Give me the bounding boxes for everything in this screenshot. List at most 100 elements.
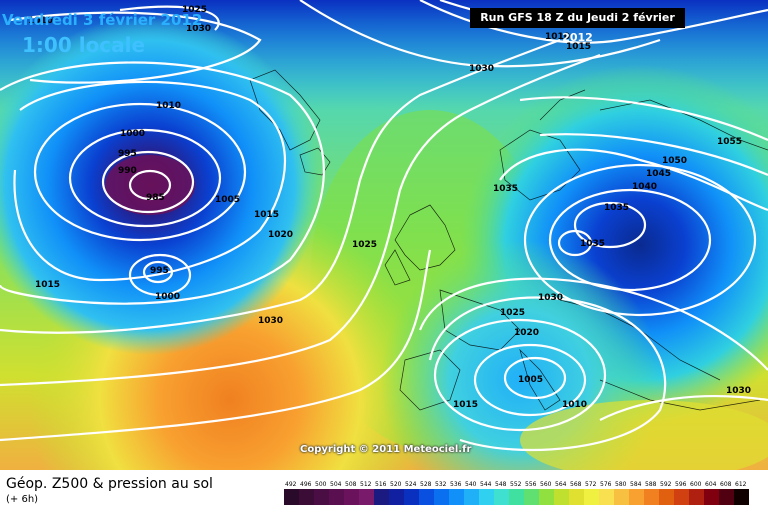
legend-label: 560 xyxy=(540,481,552,488)
legend-label: 576 xyxy=(600,481,612,488)
legend-swatch xyxy=(449,489,464,505)
legend-swatch xyxy=(584,489,599,505)
legend-swatch xyxy=(479,489,494,505)
isobar-label: 1020 xyxy=(268,230,293,240)
legend-swatch xyxy=(659,489,674,505)
legend-swatch xyxy=(599,489,614,505)
southeast-field xyxy=(520,400,768,470)
isobar-label: 1040 xyxy=(632,182,657,192)
legend-label: 572 xyxy=(585,481,597,488)
isobar-label: 1030 xyxy=(538,293,563,303)
isobar-label: 1035 xyxy=(493,184,518,194)
low-core xyxy=(105,155,195,215)
color-scale-legend: 492 496 500 504 508 512 516 520 524 528 532 536 540 5… xyxy=(284,481,749,505)
isobar-label: 1050 xyxy=(662,156,687,166)
isobar-label: 1035 xyxy=(580,239,605,249)
legend-label: 540 xyxy=(465,481,477,488)
legend-swatch xyxy=(359,489,374,505)
isobar-label: 1055 xyxy=(717,137,742,147)
legend-swatch xyxy=(629,489,644,505)
legend-swatch xyxy=(329,489,344,505)
legend-label: 608 xyxy=(720,481,732,488)
legend-swatch xyxy=(719,489,734,505)
legend-label: 552 xyxy=(510,481,522,488)
isobar-label: 1000 xyxy=(120,129,145,139)
legend-swatch xyxy=(299,489,314,505)
legend-label: 588 xyxy=(645,481,657,488)
legend-swatch xyxy=(404,489,419,505)
legend-swatch xyxy=(539,489,554,505)
map-caption: Géop. Z500 & pression au sol xyxy=(6,476,213,492)
legend-swatch xyxy=(284,489,299,505)
med-low-field xyxy=(0,0,768,470)
isobar-labels: 1025 1030 1010 1005 1015 1020 1010 1000 … xyxy=(28,5,751,410)
isobar-label: 985 xyxy=(146,193,165,203)
isobar-label: 1030 xyxy=(469,64,494,74)
copyright-text: Copyright © 2011 Meteociel.fr xyxy=(300,444,472,455)
legend-swatch xyxy=(614,489,629,505)
legend-label: 492 xyxy=(285,481,297,488)
isobar-label: 1005 xyxy=(215,195,240,205)
legend-label: 596 xyxy=(675,481,687,488)
legend-swatch xyxy=(494,489,509,505)
legend-swatch xyxy=(734,489,749,505)
isobar-label: 1030 xyxy=(726,386,751,396)
legend-label: 548 xyxy=(495,481,507,488)
isobar-label: 995 xyxy=(118,149,137,159)
legend-label: 592 xyxy=(660,481,672,488)
isobar-label: 1035 xyxy=(604,203,629,213)
isobar-label: 1015 xyxy=(35,280,60,290)
legend-label: 604 xyxy=(705,481,717,488)
local-time: 1:00 locale xyxy=(22,33,146,57)
isobar-label: 1025 xyxy=(352,240,377,250)
isobar-label: 1025 xyxy=(500,308,525,318)
isobar-label: 1010 xyxy=(156,101,181,111)
isobar-label: 1020 xyxy=(514,328,539,338)
legend-label: 500 xyxy=(315,481,327,488)
isobar-label: 995 xyxy=(150,266,169,276)
isobar-label: 1015 xyxy=(566,42,591,52)
isobar-label: 1005 xyxy=(518,375,543,385)
legend-label: 528 xyxy=(420,481,432,488)
legend-swatch xyxy=(374,489,389,505)
legend-label: 564 xyxy=(555,481,567,488)
legend-label: 504 xyxy=(330,481,342,488)
legend-label: 516 xyxy=(375,481,387,488)
legend-label: 524 xyxy=(405,481,417,488)
isobar-label: 1010 xyxy=(545,32,570,42)
legend-swatch xyxy=(524,489,539,505)
isobar-label: 1025 xyxy=(182,5,207,15)
legend-swatch xyxy=(464,489,479,505)
legend-label: 584 xyxy=(630,481,642,488)
legend-swatch xyxy=(569,489,584,505)
legend-swatch xyxy=(674,489,689,505)
forecast-date: Vendredi 3 février 2012 xyxy=(2,11,203,29)
legend-label: 532 xyxy=(435,481,447,488)
isobar-label: 1010 xyxy=(28,16,53,26)
legend-swatch xyxy=(644,489,659,505)
legend-swatch xyxy=(434,489,449,505)
isobar-label: 990 xyxy=(118,166,137,176)
isobar-label: 1000 xyxy=(155,292,180,302)
isobar-label: 1015 xyxy=(453,400,478,410)
legend-label: 496 xyxy=(300,481,312,488)
legend-label: 612 xyxy=(735,481,747,488)
legend-swatch xyxy=(344,489,359,505)
legend-label: 544 xyxy=(480,481,492,488)
legend-label: 580 xyxy=(615,481,627,488)
legend-label: 536 xyxy=(450,481,462,488)
forecast-offset: (+ 6h) xyxy=(6,494,39,505)
geopotential-map: 1025 1030 1010 1005 1015 1020 1010 1000 … xyxy=(0,0,768,470)
legend-swatch xyxy=(689,489,704,505)
legend-label: 600 xyxy=(690,481,702,488)
legend-swatch xyxy=(419,489,434,505)
legend-label: 556 xyxy=(525,481,537,488)
legend-label: 508 xyxy=(345,481,357,488)
isobar-label: 1015 xyxy=(254,210,279,220)
legend-label: 568 xyxy=(570,481,582,488)
isobar-label: 1045 xyxy=(646,169,671,179)
legend-swatch xyxy=(704,489,719,505)
legend-swatch xyxy=(509,489,524,505)
run-info-box: Run GFS 18 Z du Jeudi 2 février 2012 xyxy=(470,8,685,44)
